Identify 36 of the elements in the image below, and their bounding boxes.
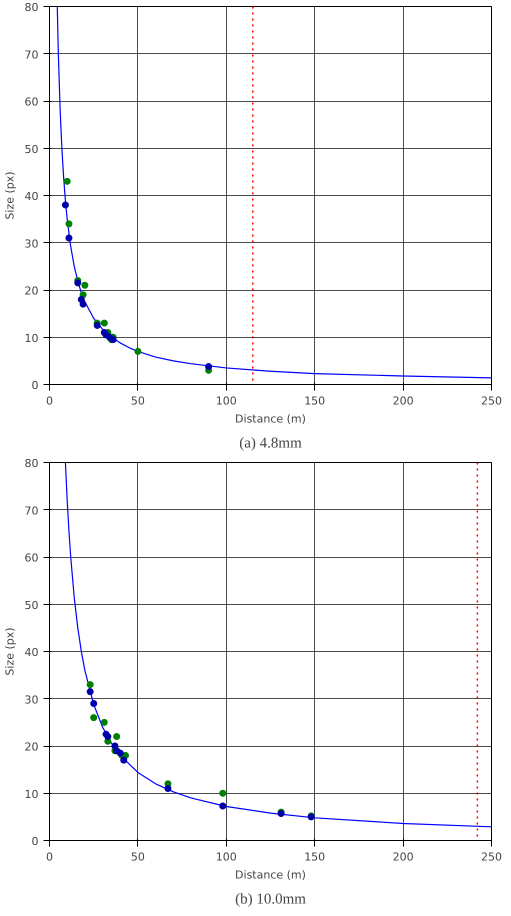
y-tick-label: 20	[24, 740, 39, 754]
x-axis-title: Distance (m)	[235, 412, 306, 426]
y-tick-label: 30	[24, 237, 39, 250]
y-tick-label: 70	[24, 48, 39, 62]
y-tick-label: 10	[24, 788, 39, 801]
x-axis-title: Distance (m)	[235, 868, 306, 882]
x-tick-label: 0	[46, 394, 53, 408]
y-tick-label: 60	[24, 552, 39, 564]
x-tick-label: 0	[46, 850, 53, 864]
x-tick-label: 150	[304, 850, 326, 864]
x-tick-label: 250	[481, 850, 502, 864]
x-tick-label: 100	[216, 394, 237, 408]
y-tick-label: 0	[32, 379, 38, 392]
y-axis-title: Size (px)	[4, 627, 17, 676]
x-tick-label: 200	[392, 394, 414, 408]
x-tick-label: 150	[304, 394, 326, 408]
x-tick-label: 250	[481, 394, 502, 408]
text: (a) 4.8mm	[239, 436, 302, 452]
y-tick-label: 80	[24, 1, 39, 14]
y-tick-label: 30	[24, 693, 39, 706]
y-tick-label: 70	[24, 504, 39, 518]
y-tick-label: 50	[24, 142, 39, 156]
y-tick-label: 50	[24, 598, 39, 612]
y-tick-label: 20	[24, 284, 39, 298]
y-tick-label: 60	[24, 96, 39, 108]
y-tick-label: 40	[24, 190, 39, 203]
text: (b) 10.0mm	[235, 892, 306, 908]
y-tick-label: 10	[24, 332, 39, 345]
x-tick-label: 100	[216, 850, 237, 864]
x-tick-label: 50	[130, 394, 145, 408]
x-tick-label: 50	[130, 850, 145, 864]
x-tick-label: 200	[392, 850, 414, 864]
y-tick-label: 40	[24, 646, 39, 659]
y-tick-label: 80	[24, 457, 39, 470]
y-axis-title: Size (px)	[4, 171, 17, 220]
y-tick-label: 0	[32, 835, 38, 848]
